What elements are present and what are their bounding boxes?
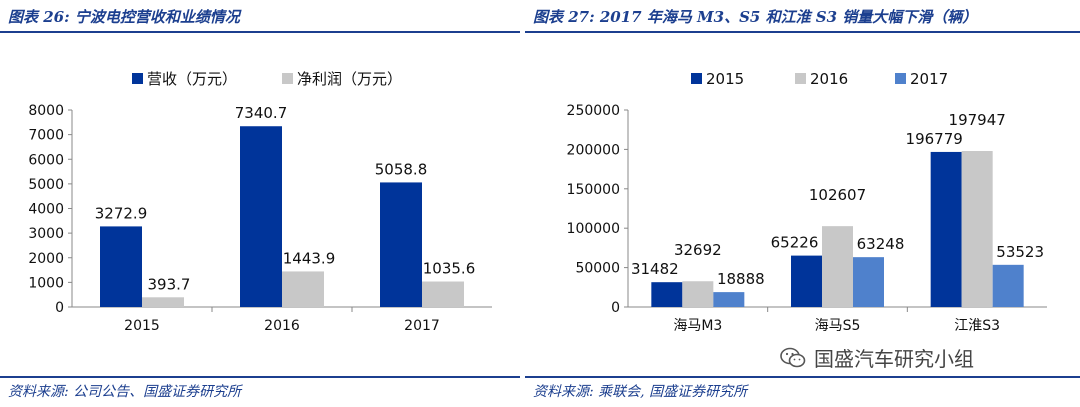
data-label: 31482 [631, 260, 679, 278]
wechat-icon [780, 347, 806, 369]
figure-27-panel: 图表 27: 2017 年海马 M3、S5 和江淮 S3 销量大幅下滑（辆） 0… [525, 0, 1080, 407]
figure-26-bottom-rule [0, 376, 520, 378]
data-label: 5058.8 [375, 160, 428, 178]
y-tick-label: 4000 [28, 202, 64, 218]
x-category-label: 江淮S3 [954, 318, 1000, 334]
data-label: 102607 [809, 186, 866, 204]
y-tick-label: 5000 [28, 177, 64, 193]
y-tick-label: 8000 [28, 103, 64, 119]
y-tick-label: 7000 [28, 128, 64, 144]
data-label: 3272.9 [95, 204, 148, 222]
bar-1 [240, 126, 282, 307]
legend-label: 净利润（万元） [297, 70, 402, 88]
bar-2 [282, 271, 324, 307]
legend-swatch [691, 73, 702, 84]
sales-volume-chart: 0 50000 100000 150000 200000 250000 海马M3 314823… [567, 70, 1047, 334]
figure-27-bottom-rule [525, 376, 1080, 378]
data-label: 65226 [771, 234, 819, 252]
bar-3 [713, 292, 745, 307]
bar-2 [682, 281, 714, 307]
data-label: 63248 [857, 235, 905, 253]
data-label: 393.7 [148, 275, 191, 293]
bar-1 [930, 151, 962, 307]
y-tick-label: 0 [611, 300, 620, 316]
legend-label: 2015 [706, 70, 744, 88]
bar-3 [992, 264, 1024, 307]
bar-2 [822, 226, 853, 307]
x-category-label: 海马S5 [815, 318, 861, 334]
figure-26-source: 资料来源: 公司公告、国盛证券研究所 [8, 384, 242, 400]
bar-2 [422, 281, 464, 307]
x-category-label: 2015 [124, 318, 160, 334]
x-category-label: 海马M3 [673, 318, 722, 334]
y-tick-label: 1000 [28, 275, 64, 291]
figure-26-title: 图表 26: 宁波电控营收和业绩情况 [8, 8, 240, 26]
legend-swatch [795, 73, 806, 84]
x-category-label: 2016 [264, 318, 300, 334]
legend-swatch [282, 73, 293, 84]
figure-26-panel: 图表 26: 宁波电控营收和业绩情况 0 1000 2000 3000 4000 5000… [0, 0, 520, 407]
data-label: 196779 [906, 130, 963, 148]
y-tick-label: 50000 [575, 261, 620, 277]
bar-2 [961, 151, 993, 307]
watermark-text: 国盛汽车研究小组 [814, 347, 974, 371]
bar-1 [100, 226, 142, 307]
y-tick-label: 200000 [567, 142, 620, 158]
data-label: 18888 [717, 270, 765, 288]
watermark: 国盛汽车研究小组 [780, 343, 974, 372]
data-label: 7340.7 [235, 104, 288, 122]
bar-1 [380, 182, 422, 307]
data-label: 32692 [674, 241, 722, 259]
legend-label: 2017 [910, 70, 948, 88]
revenue-profit-chart: 0 1000 2000 3000 4000 5000 6000 7000 8000 2015 327… [28, 70, 492, 334]
bar-2 [142, 297, 184, 307]
figure-27-title: 图表 27: 2017 年海马 M3、S5 和江淮 S3 销量大幅下滑（辆） [533, 8, 978, 26]
figure-27-source: 资料来源: 乘联会, 国盛证券研究所 [533, 384, 748, 400]
figure-27-top-rule [525, 31, 1080, 33]
y-tick-label: 6000 [28, 152, 64, 168]
legend-label: 营收（万元） [147, 70, 237, 88]
data-label: 197947 [949, 111, 1006, 129]
bar-3 [853, 257, 884, 307]
bar-1 [651, 282, 683, 307]
y-tick-label: 100000 [567, 221, 620, 237]
data-label: 1035.6 [423, 259, 476, 277]
y-tick-label: 0 [55, 300, 64, 316]
y-tick-label: 3000 [28, 226, 64, 242]
x-category-label: 2017 [404, 318, 440, 334]
data-label: 53523 [996, 243, 1044, 261]
legend-swatch [132, 73, 143, 84]
y-tick-label: 2000 [28, 251, 64, 267]
y-tick-label: 250000 [567, 103, 620, 119]
legend-label: 2016 [810, 70, 848, 88]
data-label: 1443.9 [283, 249, 336, 267]
bar-1 [791, 255, 822, 307]
figure-26-top-rule [0, 31, 520, 33]
y-tick-label: 150000 [567, 182, 620, 198]
legend-swatch [895, 73, 906, 84]
